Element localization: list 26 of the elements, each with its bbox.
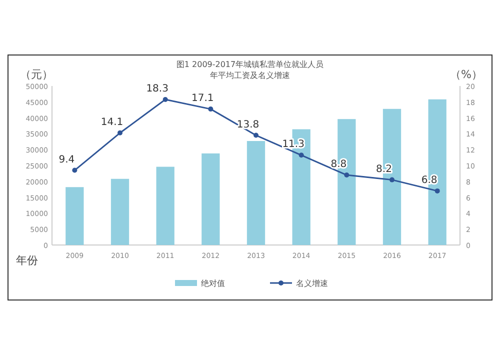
point [208,106,214,112]
y-axis-title: （元） [20,68,53,81]
point [162,97,168,102]
point [390,177,394,182]
point [298,152,304,158]
point [434,188,440,194]
point [72,168,78,173]
point [118,130,122,136]
point [254,132,258,138]
data-label: 17.1 [192,93,214,104]
bar [246,141,266,245]
chart-subtitle: 年平均工资及名义增速 [210,71,290,80]
data-label: 14.1 [100,116,124,128]
data-label: 18.3 [146,84,168,95]
bar [66,187,84,245]
bar [156,166,174,245]
data-label: 9.4 [58,154,75,166]
legend-label: 名义增速 [296,279,328,288]
data-label: 13.8 [236,119,260,130]
legend-label: 绝对值 [201,279,225,288]
y2-axis-title: （%） [450,68,482,81]
bar [202,153,220,245]
bar [110,178,130,245]
point [344,172,350,178]
x-axis-title: 年份 [16,254,38,267]
chart-title: 图1 2009-2017年城镇私营单位就业人员 [176,60,324,69]
